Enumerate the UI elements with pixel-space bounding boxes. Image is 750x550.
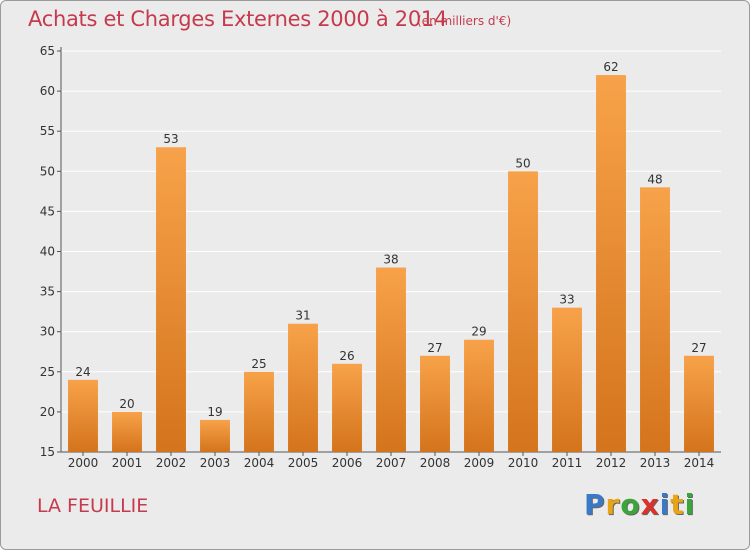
data-label-2002: 53 — [163, 132, 178, 146]
bar-2014 — [684, 355, 714, 452]
bar-2008 — [420, 355, 450, 452]
x-tick-label-2007: 2007 — [376, 456, 407, 470]
data-label-2000: 24 — [75, 365, 90, 379]
x-tick-label-2014: 2014 — [684, 456, 715, 470]
bar-2013 — [640, 187, 670, 452]
data-label-2004: 25 — [251, 357, 266, 371]
y-tick-label: 25 — [40, 365, 55, 379]
bar-2003 — [200, 419, 230, 452]
data-label-2011: 33 — [559, 293, 574, 307]
x-tick-label-2010: 2010 — [508, 456, 539, 470]
chart-unit-label: (en milliers d'€) — [417, 14, 512, 28]
y-tick-label: 15 — [40, 445, 55, 459]
labels: 24 2000 20 2001 53 2002 19 2003 25 2004 31 2005 26 20… — [68, 60, 715, 470]
y-tick-label: 50 — [40, 164, 55, 178]
x-tick-label-2003: 2003 — [200, 456, 231, 470]
bar-2007 — [376, 267, 406, 452]
logo-letter: t — [670, 488, 685, 521]
x-tick-label-2001: 2001 — [112, 456, 143, 470]
x-tick-label-2013: 2013 — [640, 456, 671, 470]
y-tick-label: 40 — [40, 245, 55, 259]
commune-name: LA FEUILLIE — [37, 495, 149, 517]
data-label-2006: 26 — [339, 349, 354, 363]
logo-letter: o — [620, 488, 641, 521]
x-tick-label-2008: 2008 — [420, 456, 451, 470]
y-tick-label: 20 — [40, 405, 55, 419]
x-tick-label-2000: 2000 — [68, 456, 99, 470]
bar-2001 — [112, 411, 142, 452]
chart-title: Achats et Charges Externes 2000 à 2014 — [28, 7, 448, 31]
x-tick-label-2004: 2004 — [244, 456, 275, 470]
y-tick-label: 65 — [40, 44, 55, 58]
x-tick-label-2005: 2005 — [288, 456, 319, 470]
bar-2012 — [596, 75, 626, 452]
data-label-2013: 48 — [647, 172, 662, 186]
x-tick-label-2012: 2012 — [596, 456, 627, 470]
logo-letter: r — [605, 488, 621, 521]
data-label-2014: 27 — [691, 341, 706, 355]
bar-2006 — [332, 363, 362, 452]
proxiti-logo: Proxiti — [584, 488, 695, 521]
data-label-2009: 29 — [471, 325, 486, 339]
data-label-2003: 19 — [207, 405, 222, 419]
x-tick-label-2006: 2006 — [332, 456, 363, 470]
bar-2004 — [244, 371, 274, 452]
bar-2005 — [288, 323, 318, 452]
x-tick-label-2002: 2002 — [156, 456, 187, 470]
data-label-2012: 62 — [603, 60, 618, 74]
bar-2010 — [508, 171, 538, 453]
x-tick-label-2009: 2009 — [464, 456, 495, 470]
logo-letter: i — [684, 488, 696, 521]
bar-2011 — [552, 307, 582, 452]
y-tick-label: 45 — [40, 204, 55, 218]
bar-2000 — [68, 379, 98, 452]
logo-letter: i — [659, 488, 671, 521]
data-label-2001: 20 — [119, 397, 134, 411]
bar-2002 — [156, 147, 186, 453]
bar-2009 — [464, 339, 494, 452]
data-label-2005: 31 — [295, 309, 310, 323]
bars — [68, 75, 714, 453]
y-tick-label: 30 — [40, 325, 55, 339]
data-label-2007: 38 — [383, 253, 398, 267]
logo-letter: P — [584, 488, 606, 521]
y-tick-label: 55 — [40, 124, 55, 138]
logo-letter: x — [640, 488, 660, 521]
x-tick-label-2011: 2011 — [552, 456, 583, 470]
data-label-2010: 50 — [515, 156, 530, 170]
data-label-2008: 27 — [427, 341, 442, 355]
y-tick-label: 35 — [40, 285, 55, 299]
y-tick-label: 60 — [40, 84, 55, 98]
